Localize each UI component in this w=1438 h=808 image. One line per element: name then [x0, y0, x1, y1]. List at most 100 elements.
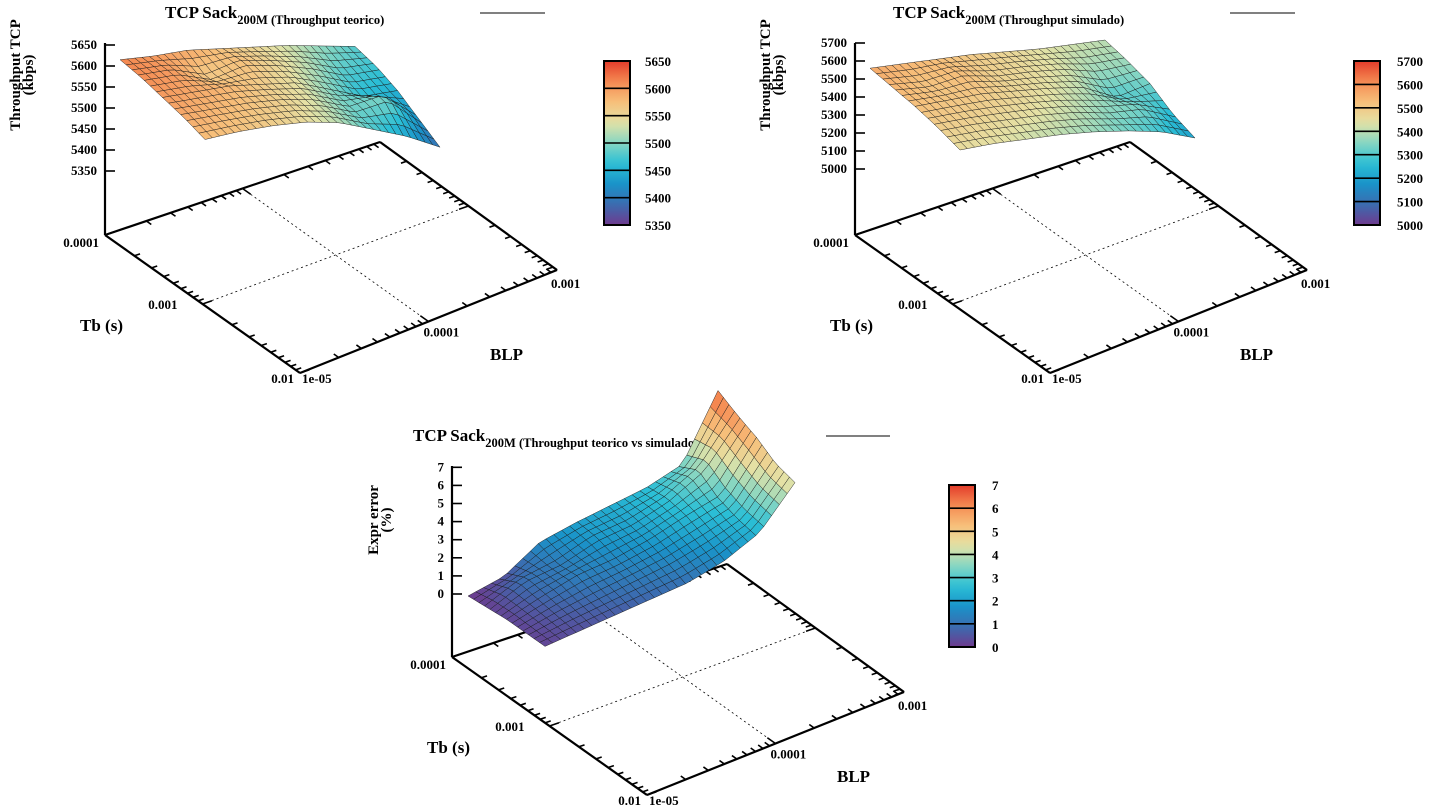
blp-tick: [859, 703, 866, 709]
blp-tick: [878, 695, 885, 701]
blp-tick: [766, 737, 776, 745]
tb-tick: [163, 273, 170, 278]
blp-tick: [419, 315, 429, 323]
blp-tick: [220, 195, 227, 200]
z-tick-label: 1: [438, 568, 445, 583]
blp-tick: [1262, 281, 1269, 287]
blp-tick: [726, 563, 736, 571]
blp-tick: [492, 642, 499, 648]
z-tick-label: 6: [438, 477, 445, 492]
z-axis-label: Expr error(%): [366, 485, 395, 555]
z-tick-label: 5450: [71, 121, 97, 136]
tb-tick: [1254, 235, 1261, 240]
z-axis-label-line: (kbps): [771, 55, 787, 96]
blp-tick: [870, 699, 876, 705]
blp-tick: [358, 148, 365, 154]
tb-tick: [878, 677, 885, 681]
tb-tick: [1177, 179, 1184, 184]
z-tick-label: 5000: [821, 161, 847, 176]
tb-tick: [270, 349, 277, 353]
colorbar-tick-label: 5300: [1397, 148, 1423, 163]
z-axis-label-line: (kbps): [21, 55, 37, 96]
tb-tick: [642, 789, 649, 793]
blp-tick: [719, 759, 725, 765]
tb-tick: [871, 671, 878, 676]
tb-tick-label: 0.0001: [813, 235, 849, 250]
blp-tick: [1281, 273, 1288, 279]
blp-tick: [757, 744, 764, 750]
z-tick-label: 5: [438, 496, 445, 511]
tb-tick: [435, 185, 443, 190]
colorbar-tick-label: 7: [992, 478, 999, 493]
tb-tick: [531, 255, 538, 259]
chart-title: TCP Sack200M (Throughput simulado): [893, 3, 1124, 27]
blp-tick: [1099, 151, 1105, 157]
tb-tick: [646, 791, 657, 796]
blp-tick: [333, 353, 340, 359]
tb-tick: [1287, 259, 1294, 263]
blp-tick: [394, 328, 401, 334]
blp-tick: [713, 567, 720, 573]
tb-tick: [442, 191, 450, 195]
tb-tick: [290, 363, 297, 368]
tb-tick: [774, 601, 781, 606]
blp-tick-label: 0.001: [551, 276, 580, 291]
blp-tick: [1129, 141, 1139, 149]
tb-tick: [180, 286, 187, 290]
blp-tick: [1273, 277, 1279, 283]
blp-tick-label: 0.0001: [771, 747, 807, 762]
blp-tick: [500, 286, 507, 292]
colorbar-tick-label: 5450: [645, 163, 671, 178]
tb-tick: [104, 231, 115, 236]
tb-tick: [539, 716, 546, 721]
tb-tick: [1034, 359, 1041, 364]
tb-tick: [998, 334, 1005, 338]
tb-tick: [913, 273, 920, 278]
tb-tick: [851, 657, 858, 662]
tb-tick: [617, 771, 624, 775]
colorbar-tick-label: 6: [992, 501, 999, 516]
tb-tick-label: 0.001: [495, 719, 524, 734]
blp-tick: [539, 270, 546, 276]
z-tick-label: 2: [438, 550, 445, 565]
blp-tick: [702, 766, 709, 772]
z-tick-label: 3: [438, 532, 445, 547]
tb-tick: [747, 582, 754, 586]
blp-tick-label: 0.001: [1301, 276, 1330, 291]
surface-cell: [425, 135, 441, 148]
colorbar-tick-label: 5: [992, 524, 999, 539]
surface-mesh: [467, 390, 796, 647]
tb-tick: [795, 617, 803, 621]
tb-tick: [947, 298, 954, 302]
tb-tick: [202, 300, 213, 305]
tb-tick: [537, 259, 544, 263]
blp-tick: [366, 145, 373, 151]
surface-mesh: [119, 45, 441, 148]
blp-tick: [1123, 143, 1130, 149]
z-tick-label: 5550: [71, 79, 97, 94]
tb-tick: [248, 334, 255, 338]
tb-tick: [187, 290, 194, 295]
colorbar-tick-label: 5100: [1397, 195, 1423, 210]
blp-tick: [1088, 155, 1094, 161]
blp-tick: [970, 195, 977, 200]
tb-tick: [1203, 199, 1211, 203]
tb-tick: [889, 685, 896, 689]
tb-tick: [192, 294, 199, 299]
blp-tick: [1074, 159, 1081, 165]
tb-tick: [544, 720, 551, 724]
tb-tick: [448, 195, 456, 199]
blp-tick: [1134, 332, 1141, 338]
blp-tick: [680, 775, 687, 781]
blp-tick: [1153, 325, 1160, 331]
blp-tick: [731, 754, 738, 760]
tb-tick: [1198, 195, 1206, 199]
tb-tick: [427, 179, 434, 184]
blp-tick: [235, 189, 242, 195]
tb-tick: [782, 607, 790, 612]
colorbar-tick-label: 5400: [645, 191, 671, 206]
blp-tick-label: 0.0001: [1174, 325, 1210, 340]
blp-tick: [104, 234, 114, 242]
tb-tick-label: 0.001: [898, 297, 927, 312]
